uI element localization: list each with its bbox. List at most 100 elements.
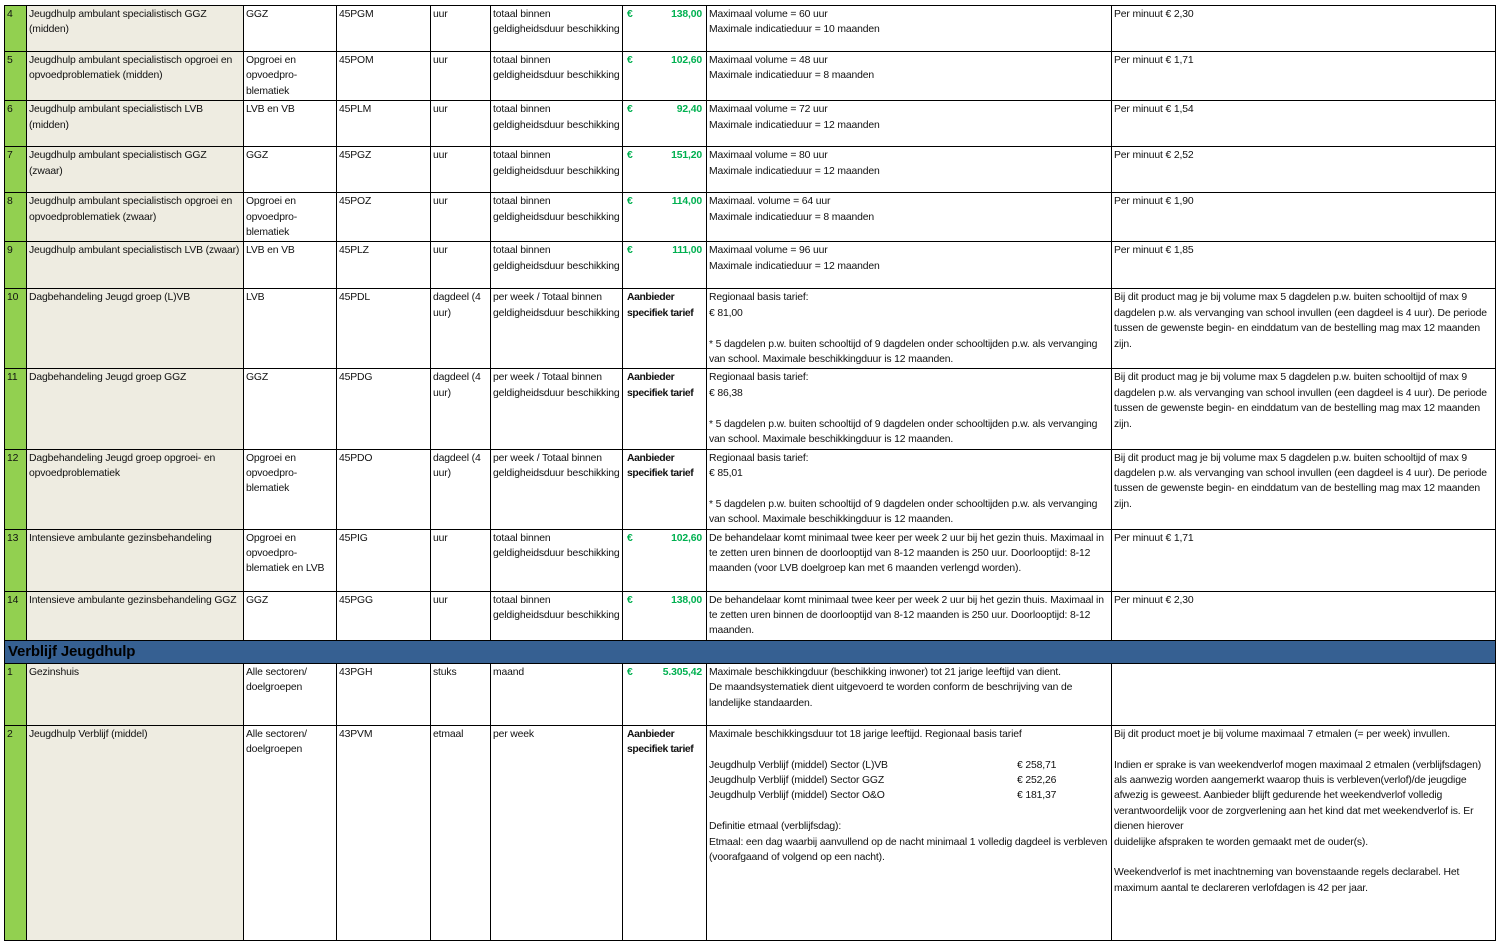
frequency: totaal binnen geldigheidsduur beschikkin…	[490, 241, 623, 290]
product-code: 45PDL	[336, 288, 431, 370]
notes: Bij dit product mag je bij volume max 5 …	[1111, 448, 1496, 530]
price-cell: €138,00	[622, 590, 707, 641]
notes: Per minuut € 2,30	[1111, 5, 1496, 52]
price-amount: 92,40	[676, 104, 702, 116]
price-cell: Aanbieder specifiek tarief	[622, 368, 707, 450]
notes: Per minuut € 1,85	[1111, 241, 1496, 290]
product-code: 45PDO	[336, 448, 431, 530]
price-cell: €114,00	[622, 192, 707, 243]
frequency: per week	[490, 724, 623, 941]
sector-amount: € 258,71	[1017, 759, 1057, 771]
price-amount: 151,20	[671, 150, 702, 162]
frequency: per week / Totaal binnen geldigheidsduur…	[490, 288, 623, 370]
provider-specific-tariff: Aanbieder specifiek tarief	[627, 452, 694, 479]
frequency: totaal binnen geldigheidsduur beschikkin…	[490, 528, 623, 592]
target-group: LVB en VB	[243, 241, 337, 290]
euro-symbol: €	[627, 150, 633, 162]
unit: uur	[430, 5, 491, 52]
euro-symbol: €	[627, 104, 633, 116]
price-value: €138,00	[627, 7, 702, 22]
table-row: 12 Dagbehandeling Jeugd groep opgroei- en…	[4, 448, 1496, 530]
table-row: 9 Jeugdhulp ambulant specialistisch LVB (…	[4, 241, 1496, 290]
section-header: Verblijf Jeugdhulp	[4, 639, 1496, 664]
row-number: 14	[4, 590, 27, 641]
price-cell: Aanbieder specifiek tarief	[622, 288, 707, 370]
euro-symbol: €	[627, 55, 633, 66]
provider-specific-tariff: Aanbieder specifiek tarief	[627, 292, 694, 319]
table-row: 14 Intensieve ambulante gezinsbehandeling…	[4, 590, 1496, 641]
product-code: 43PVM	[336, 724, 431, 941]
target-group: Alle sectoren/ doelgroepen	[243, 724, 337, 941]
target-group: GGZ	[243, 368, 337, 450]
unit: uur	[430, 192, 491, 243]
frequency: maand	[490, 662, 623, 726]
notes: Bij dit product mag je bij volume max 5 …	[1111, 288, 1496, 370]
price-amount: 111,00	[672, 245, 702, 257]
notes: Per minuut € 1,71	[1111, 528, 1496, 592]
product-code: 45POM	[336, 50, 431, 102]
price-amount: 102,60	[671, 532, 702, 544]
description: Maximale beschikkingsduur tot 18 jarige …	[706, 724, 1112, 941]
frequency: totaal binnen geldigheidsduur beschikkin…	[490, 5, 623, 52]
price-cell: €92,40	[622, 100, 707, 148]
euro-symbol: €	[627, 594, 633, 606]
description: Regionaal basis tarief: € 81,00 * 5 dagd…	[706, 288, 1112, 370]
etmaal-definition: Definitie etmaal (verblijfsdag): Etmaal:…	[709, 821, 1108, 863]
target-group: Opgroei en opvoedpro-blematiek	[243, 50, 337, 102]
table-row: 10 Dagbehandeling Jeugd groep (L)VB LVB 45P…	[4, 288, 1496, 370]
unit: dagdeel (4 uur)	[430, 368, 491, 450]
table-row: 7 Jeugdhulp ambulant specialistisch GGZ (…	[4, 146, 1496, 194]
product-code: 45PGG	[336, 590, 431, 641]
row-number: 11	[4, 368, 27, 450]
product-code: 45POZ	[336, 192, 431, 243]
target-group: GGZ	[243, 590, 337, 641]
notes: Per minuut € 1,71	[1111, 50, 1496, 102]
price-cell: €102,60	[622, 528, 707, 592]
frequency: totaal binnen geldigheidsduur beschikkin…	[490, 590, 623, 641]
product-name: Dagbehandeling Jeugd groep (L)VB	[26, 288, 244, 370]
product-code: 45PLM	[336, 100, 431, 148]
product-code: 45PGZ	[336, 146, 431, 194]
target-group: Opgroei en opvoedpro-blematiek	[243, 448, 337, 530]
target-group: GGZ	[243, 5, 337, 52]
product-name: Dagbehandeling Jeugd groep opgroei- en o…	[26, 448, 244, 530]
description: Maximaal volume = 48 uur Maximale indica…	[706, 50, 1112, 102]
row-number: 4	[4, 5, 27, 52]
product-name: Jeugdhulp ambulant specialistisch opgroe…	[26, 192, 244, 243]
price-value: €114,00	[627, 194, 702, 209]
sector-label: Jeugdhulp Verblijf (middel) Sector O&O	[709, 790, 885, 802]
provider-specific-tariff: Aanbieder specifiek tarief	[627, 372, 694, 399]
product-name: Jeugdhulp ambulant specialistisch GGZ (m…	[26, 5, 244, 52]
sector-label: Jeugdhulp Verblijf (middel) Sector (L)VB	[709, 759, 888, 771]
frequency: totaal binnen geldigheidsduur beschikkin…	[490, 192, 623, 243]
unit: uur	[430, 590, 491, 641]
sector-tariff: Jeugdhulp Verblijf (middel) Sector O&O € …	[709, 788, 1109, 803]
frequency: totaal binnen geldigheidsduur beschikkin…	[490, 146, 623, 194]
unit: uur	[430, 241, 491, 290]
price-amount: 5.305,42	[662, 666, 702, 678]
sector-label: Jeugdhulp Verblijf (middel) Sector GGZ	[709, 774, 885, 786]
product-code: 45PLZ	[336, 241, 431, 290]
notes: Bij dit product moet je bij volume maxim…	[1111, 724, 1496, 941]
unit: uur	[430, 100, 491, 148]
sector-amount: € 181,37	[1017, 790, 1057, 802]
sector-tariff: Jeugdhulp Verblijf (middel) Sector GGZ €…	[709, 773, 1109, 788]
description-intro: Maximale beschikkingsduur tot 18 jarige …	[709, 728, 1022, 740]
price-amount: 138,00	[671, 9, 702, 20]
notes: Per minuut € 1,90	[1111, 192, 1496, 243]
price-cell: €138,00	[622, 5, 707, 52]
price-amount: 114,00	[671, 196, 702, 208]
euro-symbol: €	[627, 9, 633, 20]
notes: Per minuut € 2,30	[1111, 590, 1496, 641]
row-number: 7	[4, 146, 27, 194]
price-cell: Aanbieder specifiek tarief	[622, 448, 707, 530]
product-name: Jeugdhulp ambulant specialistisch LVB (z…	[26, 241, 244, 290]
notes: Bij dit product mag je bij volume max 5 …	[1111, 368, 1496, 450]
euro-symbol: €	[627, 666, 633, 678]
product-code: 45PGM	[336, 5, 431, 52]
description: Maximale beschikkingduur (beschikking in…	[706, 662, 1112, 726]
target-group: GGZ	[243, 146, 337, 194]
price-amount: 138,00	[671, 594, 702, 606]
description: Maximaal volume = 80 uur Maximale indica…	[706, 146, 1112, 194]
unit: uur	[430, 50, 491, 102]
